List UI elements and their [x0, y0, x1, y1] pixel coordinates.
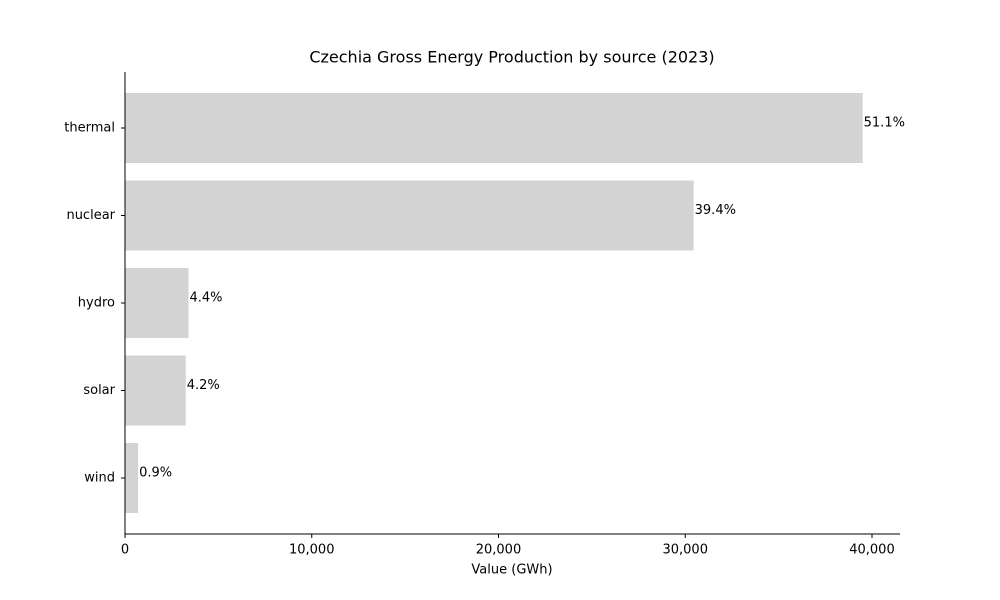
bar	[125, 93, 863, 163]
y-tick-label: nuclear	[66, 208, 115, 223]
bar	[125, 180, 694, 251]
x-axis-label: Value (GWh)	[471, 563, 552, 578]
chart-title: Czechia Gross Energy Production by sourc…	[309, 48, 714, 67]
data-label: 51.1%	[864, 116, 905, 131]
x-tick-label: 20,000	[476, 543, 522, 558]
bar	[125, 268, 189, 338]
data-label: 4.4%	[189, 291, 222, 306]
y-tick-label: thermal	[64, 121, 115, 136]
y-tick-label: wind	[84, 471, 115, 486]
x-tick-label: 10,000	[289, 543, 335, 558]
data-label: 4.2%	[187, 378, 220, 393]
bar	[125, 443, 139, 513]
y-tick-label: hydro	[78, 296, 115, 311]
bar	[125, 355, 186, 426]
x-tick-label: 40,000	[849, 543, 895, 558]
data-label: 39.4%	[695, 203, 736, 218]
data-label: 0.9%	[139, 466, 172, 481]
x-tick-label: 30,000	[662, 543, 708, 558]
x-tick-label: 0	[121, 543, 129, 558]
y-tick-label: solar	[83, 383, 115, 398]
